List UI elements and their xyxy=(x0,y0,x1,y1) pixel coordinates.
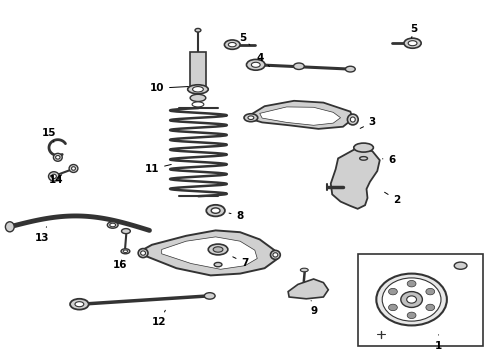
Text: 4: 4 xyxy=(256,53,270,67)
Ellipse shape xyxy=(294,63,304,69)
Ellipse shape xyxy=(51,174,56,179)
Text: 11: 11 xyxy=(145,164,171,174)
Ellipse shape xyxy=(213,247,223,252)
Ellipse shape xyxy=(110,223,116,227)
Ellipse shape xyxy=(107,222,118,228)
Ellipse shape xyxy=(408,41,417,46)
Ellipse shape xyxy=(454,262,467,269)
Circle shape xyxy=(376,274,447,325)
Text: 12: 12 xyxy=(152,310,167,327)
Text: 8: 8 xyxy=(229,211,244,221)
Ellipse shape xyxy=(270,251,280,259)
Ellipse shape xyxy=(122,229,130,234)
Ellipse shape xyxy=(206,205,225,216)
Text: 2: 2 xyxy=(385,192,400,205)
Circle shape xyxy=(407,312,416,319)
Ellipse shape xyxy=(228,42,236,47)
Ellipse shape xyxy=(53,153,62,161)
Ellipse shape xyxy=(192,102,204,107)
Text: 15: 15 xyxy=(42,128,56,142)
Ellipse shape xyxy=(248,116,254,120)
Ellipse shape xyxy=(246,59,265,70)
Text: 14: 14 xyxy=(49,175,64,185)
Polygon shape xyxy=(250,101,353,129)
Ellipse shape xyxy=(138,248,148,258)
Ellipse shape xyxy=(208,244,228,255)
Ellipse shape xyxy=(360,157,368,160)
Text: 6: 6 xyxy=(383,155,395,165)
Circle shape xyxy=(401,292,422,307)
Circle shape xyxy=(426,304,435,311)
Ellipse shape xyxy=(141,251,146,255)
Ellipse shape xyxy=(190,94,206,102)
Ellipse shape xyxy=(123,250,127,253)
Polygon shape xyxy=(288,279,328,299)
Text: 5: 5 xyxy=(239,33,250,45)
Ellipse shape xyxy=(121,249,130,254)
Ellipse shape xyxy=(224,40,240,49)
Ellipse shape xyxy=(404,38,421,48)
Circle shape xyxy=(407,296,416,303)
Ellipse shape xyxy=(211,208,220,213)
Text: 10: 10 xyxy=(149,83,188,93)
Ellipse shape xyxy=(75,302,84,307)
Text: 13: 13 xyxy=(34,227,49,243)
Bar xyxy=(358,254,483,346)
Text: 7: 7 xyxy=(233,257,249,268)
Circle shape xyxy=(407,280,416,287)
Text: 1: 1 xyxy=(435,335,442,351)
Text: 9: 9 xyxy=(310,301,317,316)
Polygon shape xyxy=(142,230,277,275)
Polygon shape xyxy=(190,52,206,88)
Polygon shape xyxy=(331,148,380,209)
Text: 16: 16 xyxy=(113,260,127,270)
Ellipse shape xyxy=(69,165,78,172)
Ellipse shape xyxy=(204,293,215,299)
Text: 3: 3 xyxy=(360,117,376,129)
Ellipse shape xyxy=(354,143,373,152)
Ellipse shape xyxy=(251,62,260,67)
Ellipse shape xyxy=(49,172,59,181)
Ellipse shape xyxy=(195,28,201,32)
Ellipse shape xyxy=(193,86,203,92)
Circle shape xyxy=(382,278,441,321)
Ellipse shape xyxy=(72,167,75,170)
Text: 5: 5 xyxy=(411,24,417,38)
Ellipse shape xyxy=(244,114,258,122)
Ellipse shape xyxy=(345,66,355,72)
Ellipse shape xyxy=(214,262,222,267)
Ellipse shape xyxy=(273,253,278,257)
Circle shape xyxy=(389,304,397,311)
Ellipse shape xyxy=(5,222,14,232)
Ellipse shape xyxy=(70,299,89,310)
Ellipse shape xyxy=(300,268,308,272)
Circle shape xyxy=(389,288,397,295)
Polygon shape xyxy=(260,107,341,125)
Ellipse shape xyxy=(350,117,355,122)
Ellipse shape xyxy=(347,114,358,125)
Polygon shape xyxy=(162,237,257,269)
Ellipse shape xyxy=(188,85,208,94)
Ellipse shape xyxy=(55,156,60,159)
Circle shape xyxy=(426,288,435,295)
